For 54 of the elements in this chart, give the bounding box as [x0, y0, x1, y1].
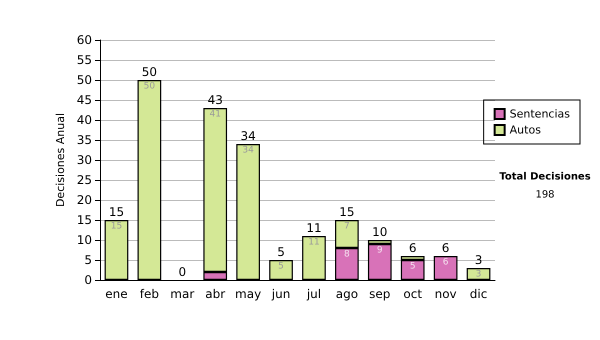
y-tick-label: 60 [76, 33, 92, 47]
total-label: 50 [142, 65, 158, 79]
x-tick-label: abr [205, 287, 226, 301]
y-axis-title: Decisiones Anual [54, 112, 67, 208]
total-label: 0 [178, 265, 186, 279]
y-tick-label: 20 [76, 193, 92, 207]
x-tick-label: jun [270, 287, 290, 301]
data-label: 6 [442, 258, 449, 268]
total-label: 15 [108, 205, 124, 219]
data-label: 15 [110, 222, 122, 232]
x-tick-label: ago [336, 287, 358, 301]
y-tick-label: 0 [84, 273, 92, 287]
y-tick-label: 40 [76, 113, 92, 127]
x-tick-label: may [235, 287, 262, 301]
text: Total Decisiones [499, 172, 591, 182]
y-tick-label: 15 [76, 213, 92, 227]
legend-label: Autos [510, 124, 542, 136]
x-tick-label: jul [306, 287, 322, 301]
data-label: 50 [144, 82, 156, 92]
data-label: 7 [344, 222, 350, 232]
total-label: 10 [372, 225, 388, 239]
y-tick-label: 55 [76, 53, 92, 67]
legend-label: Sentencias [510, 108, 570, 120]
total-label: 6 [408, 241, 417, 255]
data-label: 8 [344, 250, 350, 260]
total-label: 15 [339, 205, 355, 219]
data-label: 5 [278, 262, 284, 272]
total-label: 3 [474, 253, 482, 267]
data-label: 9 [376, 246, 383, 256]
data-label: 34 [242, 146, 254, 156]
y-tick-label: 50 [76, 73, 92, 87]
x-tick-label: oct [403, 287, 422, 301]
data-label: 5 [410, 262, 416, 272]
x-tick-label: dic [470, 287, 488, 301]
x-tick-label: ene [105, 287, 128, 301]
x-tick-label: mar [170, 287, 194, 301]
total-label: 11 [306, 221, 322, 235]
y-tick-label: 35 [76, 133, 92, 147]
x-tick-label: nov [434, 287, 457, 301]
data-label: 11 [308, 238, 320, 248]
x-tick-label: sep [369, 287, 390, 301]
y-tick-label: 30 [76, 153, 92, 167]
x-tick-label: feb [140, 287, 159, 301]
text: 198 [535, 190, 555, 200]
y-tick-label: 5 [84, 253, 92, 267]
data-label: 41 [209, 110, 221, 120]
total-label: 5 [277, 245, 285, 259]
total-label: 43 [208, 93, 223, 107]
data-label: 3 [476, 270, 482, 280]
y-tick-label: 45 [76, 93, 92, 107]
total-label: 6 [442, 241, 450, 255]
y-tick-label: 25 [76, 173, 92, 187]
total-label: 34 [240, 129, 256, 143]
y-tick-label: 10 [76, 233, 92, 247]
